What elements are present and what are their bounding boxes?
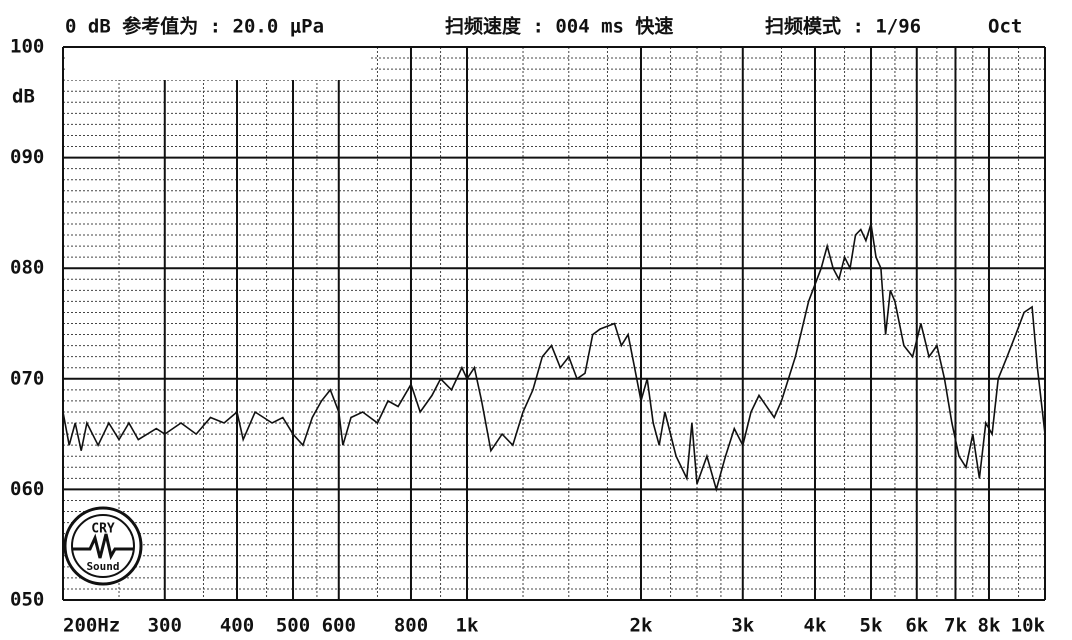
logo-wave	[72, 533, 134, 561]
x-tick-label: 400	[220, 615, 254, 637]
y-tick-label: 090	[10, 146, 44, 168]
x-tick-label: 300	[148, 615, 182, 637]
x-tick-label: 500	[276, 615, 310, 637]
header-oct: Oct	[988, 16, 1022, 38]
x-tick-label: 7k	[944, 615, 967, 637]
header-mode: 扫频模式 : 1/96	[765, 15, 921, 38]
x-tick-label: 800	[394, 615, 428, 637]
x-tick-label: 2k	[630, 615, 653, 637]
response-line	[62, 223, 1046, 493]
y-tick-label: 080	[10, 257, 44, 279]
x-tick-label: 10k	[1011, 615, 1046, 637]
y-tick-label: 070	[10, 367, 44, 389]
x-tick-label: 6k	[905, 615, 928, 637]
logo-bottom: Sound	[86, 560, 119, 573]
y-unit: dB	[12, 86, 35, 108]
y-tick-label: 050	[10, 589, 44, 611]
x-tick-label: 600	[322, 615, 356, 637]
x-tick-label: 3k	[731, 615, 754, 637]
logo-ring-inner	[71, 514, 135, 578]
y-tick-label: 100	[10, 36, 44, 58]
x-tick-label: 1k	[456, 615, 479, 637]
header-speed: 扫频速度 : 004 ms 快速	[445, 15, 673, 38]
x-tick-label: 4k	[804, 615, 827, 637]
x-tick-label: 5k	[860, 615, 883, 637]
x-tick-label: 200Hz	[63, 615, 120, 637]
x-tick-label: 8k	[978, 615, 1001, 637]
y-tick-label: 060	[10, 478, 44, 500]
legend-box	[65, 48, 370, 80]
header-reference: 0 dB 参考值为 : 20.0 μPa	[65, 15, 324, 38]
logo-top: CRY	[91, 522, 115, 537]
